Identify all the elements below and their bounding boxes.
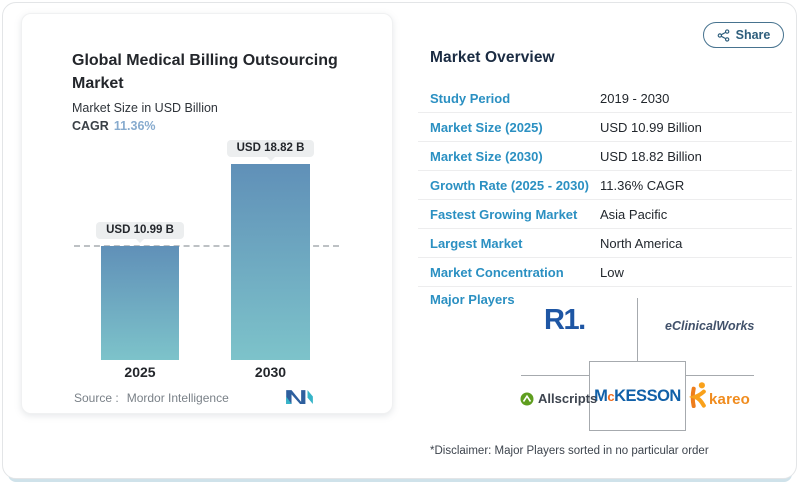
allscripts-icon: [520, 392, 534, 405]
bar-2025: [101, 246, 179, 360]
eclinicalworks-logo: eClinicalWorks: [665, 319, 755, 333]
row-value: 2019 - 2030: [600, 90, 670, 106]
table-row: Study Period 2019 - 2030: [418, 84, 792, 113]
org-chart-connector-right: [686, 375, 754, 377]
overview-table: Study Period 2019 - 2030 Market Size (20…: [418, 84, 792, 287]
source-label: Source :: [74, 391, 119, 405]
mordor-intelligence-logo: [286, 390, 313, 404]
row-value: North America: [600, 235, 683, 251]
share-label: Share: [735, 28, 771, 42]
table-row: Growth Rate (2025 - 2030) 11.36% CAGR: [418, 171, 792, 200]
table-row: Market Size (2025) USD 10.99 Billion: [418, 113, 792, 142]
x-axis-label-2025: 2025: [124, 364, 156, 380]
row-value: Low: [600, 264, 624, 280]
source-name: Mordor Intelligence: [126, 391, 229, 405]
mckesson-logo: McKESSON: [594, 387, 681, 406]
share-icon: [717, 28, 729, 42]
org-chart-connector-left: [521, 375, 589, 377]
allscripts-logo: Allscripts: [520, 391, 597, 406]
bar-value-pill: USD 18.82 B: [226, 140, 315, 157]
table-row: Market Size (2030) USD 18.82 Billion: [418, 142, 792, 171]
allscripts-text: Allscripts: [538, 391, 598, 406]
row-label[interactable]: Study Period: [430, 90, 511, 106]
reference-dashed-line: [74, 245, 339, 247]
cagr-label: CAGR: [72, 119, 109, 133]
row-value: USD 18.82 Billion: [600, 148, 702, 164]
bar-2030: [231, 164, 310, 360]
bar-value-pill: USD 10.99 B: [96, 222, 184, 239]
x-axis-label-2030: 2030: [254, 364, 287, 380]
kareo-text: kareo: [709, 391, 751, 408]
bar-group-2025: USD 10.99 B: [96, 222, 184, 360]
table-row: Fastest Growing Market Asia Pacific: [418, 200, 792, 229]
row-label[interactable]: Fastest Growing Market: [430, 206, 578, 222]
mckesson-logo-box: McKESSON: [589, 361, 686, 431]
row-label[interactable]: Market Size (2025): [430, 119, 543, 135]
major-players-label: Major Players: [430, 292, 515, 307]
disclaimer-text: *Disclaimer: Major Players sorted in no …: [430, 445, 709, 457]
table-row: Largest Market North America: [418, 229, 792, 258]
row-label[interactable]: Market Concentration: [430, 264, 564, 280]
row-label[interactable]: Largest Market: [430, 235, 523, 251]
bar-group-2030: USD 18.82 B: [226, 140, 315, 360]
org-chart-connector-vertical: [637, 298, 639, 361]
chart-card: Global Medical Billing Outsourcing Marke…: [21, 13, 393, 414]
kareo-logo: kareo: [689, 381, 750, 408]
chart-subtitle: Market Size in USD Billion: [72, 101, 218, 115]
mckesson-text-rest: KESSON: [614, 386, 681, 405]
mckesson-text-m: M: [594, 386, 608, 405]
cagr-line: CAGR 11.36%: [72, 119, 156, 133]
row-value: 11.36% CAGR: [600, 177, 685, 193]
panel-heading: Market Overview: [430, 49, 555, 66]
table-row: Market Concentration Low: [418, 258, 792, 287]
source-row: Source : Mordor Intelligence: [74, 391, 229, 405]
row-label[interactable]: Growth Rate (2025 - 2030): [430, 177, 589, 193]
row-value: USD 10.99 Billion: [600, 119, 702, 135]
chart-title: Global Medical Billing Outsourcing Marke…: [72, 52, 338, 92]
share-button[interactable]: Share: [703, 22, 784, 48]
r1-logo: R1.: [544, 304, 586, 336]
kareo-icon: [689, 382, 706, 408]
row-value: Asia Pacific: [600, 206, 668, 222]
mckesson-text-c: c: [607, 388, 615, 404]
row-label[interactable]: Market Size (2030): [430, 148, 543, 164]
cagr-value: 11.36%: [113, 119, 156, 133]
